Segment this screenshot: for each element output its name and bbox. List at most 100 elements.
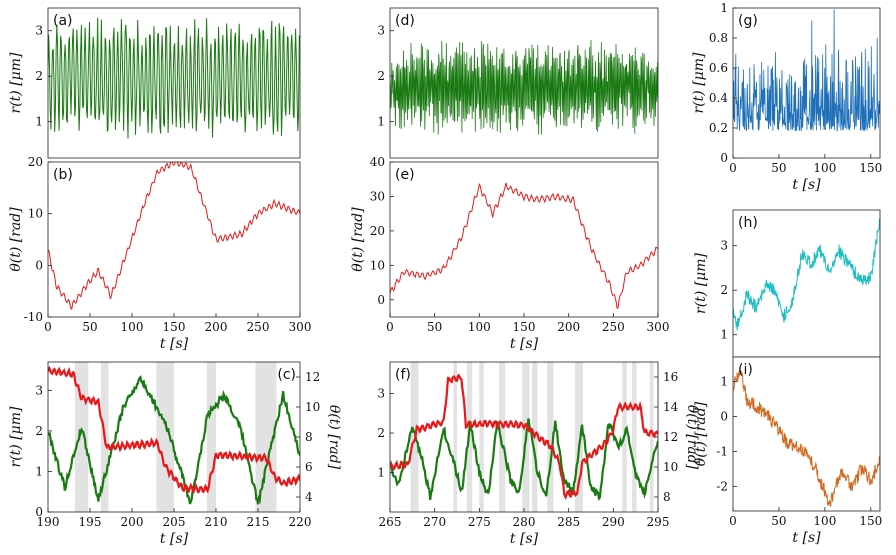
panel-label: (g) <box>738 13 758 29</box>
xtick-label: 50 <box>771 514 786 528</box>
xaxis-label: t [s] <box>792 177 821 193</box>
xtick-label: 200 <box>557 320 580 334</box>
series-line-t <box>390 373 658 500</box>
panel-label: (f) <box>395 367 411 383</box>
xtick-label: 150 <box>859 161 882 175</box>
ytick-label: 1 <box>720 328 728 342</box>
ytick-label: 0.4 <box>709 91 728 105</box>
ytick-label: -1 <box>716 445 728 459</box>
xtick-label: 150 <box>163 320 186 334</box>
xtick-label: 285 <box>557 515 580 529</box>
shaded-interval <box>255 362 277 512</box>
xtick-label: 265 <box>379 515 402 529</box>
plot-area <box>48 162 300 317</box>
series-line-rt <box>733 9 880 132</box>
xaxis-label: t [s] <box>510 531 539 547</box>
y2tick-label: 10 <box>305 400 320 414</box>
xtick-label: 270 <box>423 515 446 529</box>
xtick-label: 210 <box>205 515 228 529</box>
yaxis-label: r(t) [μm] <box>691 52 707 114</box>
axes-frame <box>389 7 659 159</box>
xtick-label: 100 <box>813 161 836 175</box>
y2tick-label: 14 <box>663 400 679 414</box>
xtick-label: 0 <box>386 320 394 334</box>
xtick-label: 300 <box>289 320 312 334</box>
xtick-label: 50 <box>771 161 786 175</box>
panel-e: 0 10 20 30 40 0 50 100 150 200 250 300 t [s] θ(t) [ra… <box>350 155 669 352</box>
ytick-label: -10 <box>24 310 43 324</box>
ytick-label: 2 <box>720 283 728 297</box>
axes-frame <box>47 7 301 159</box>
y2tick-label: 12 <box>663 430 678 444</box>
shaded-interval <box>574 362 583 512</box>
shaded-interval <box>479 362 484 512</box>
shaded-interval <box>498 362 506 512</box>
ytick-label: 1 <box>35 115 43 129</box>
xtick-label: 215 <box>247 515 270 529</box>
xtick-label: 280 <box>513 515 536 529</box>
plot-area <box>390 162 658 317</box>
series-line-rt <box>390 39 658 135</box>
ytick-label: 10 <box>370 258 385 272</box>
xtick-label: 275 <box>468 515 491 529</box>
xtick-label: 250 <box>247 320 270 334</box>
shaded-interval <box>156 362 174 512</box>
panel-label: (c) <box>277 367 296 383</box>
ytick-label: -2 <box>716 480 728 494</box>
ytick-label: 2 <box>35 69 43 83</box>
panel-a: 1 2 3 r(t) [μm] (a) <box>8 7 301 159</box>
y2tick-label: 4 <box>305 490 313 504</box>
shaded-interval <box>206 362 216 512</box>
panel-label: (b) <box>53 167 73 183</box>
yaxis-label: θ(t) [rad] <box>693 401 709 466</box>
series-line-t <box>48 162 300 310</box>
y2tick-label: 6 <box>305 460 313 474</box>
ytick-label: 0 <box>35 505 43 519</box>
yaxis-label: θ(t) [rad] <box>350 207 366 272</box>
ytick-label: 2 <box>377 69 385 83</box>
ytick-label: 20 <box>28 155 43 169</box>
series-line-rt <box>48 374 300 505</box>
series-line-rt <box>733 218 880 331</box>
series-line-t <box>733 369 880 507</box>
ytick-label: 30 <box>370 189 385 203</box>
xtick-label: 250 <box>602 320 625 334</box>
xtick-label: 150 <box>859 514 882 528</box>
xtick-label: 0 <box>729 161 737 175</box>
panel-h: 1 2 3 r(t) [μm] (h) <box>693 209 881 358</box>
xtick-label: 200 <box>205 320 228 334</box>
ytick-label: 0 <box>720 410 728 424</box>
xtick-label: 0 <box>44 320 52 334</box>
shaded-interval <box>632 362 637 512</box>
ytick-label: 10 <box>28 207 43 221</box>
y2tick-label: 8 <box>305 430 313 444</box>
shaded-interval <box>649 362 654 512</box>
xtick-label: 205 <box>163 515 186 529</box>
xtick-label: 0 <box>729 514 737 528</box>
y2tick-label: 16 <box>663 370 678 384</box>
plot-area <box>733 210 880 357</box>
y2tick-label: 12 <box>305 370 320 384</box>
ytick-label: 0.6 <box>709 61 728 75</box>
xtick-label: 50 <box>427 320 442 334</box>
ytick-label: 3 <box>35 24 43 38</box>
xtick-label: 295 <box>647 515 670 529</box>
xtick-label: 100 <box>813 514 836 528</box>
xtick-label: 150 <box>513 320 536 334</box>
ytick-label: 0 <box>720 151 728 165</box>
xtick-label: 190 <box>37 515 60 529</box>
yaxis-label: r(t) [μm] <box>8 52 24 114</box>
ytick-label: 1 <box>35 464 43 478</box>
ytick-label: 0 <box>35 258 43 272</box>
xtick-label: 50 <box>82 320 97 334</box>
y2tick-label: 10 <box>663 460 678 474</box>
series-line-t <box>390 182 658 310</box>
panel-label: (e) <box>395 167 415 183</box>
ytick-label: 3 <box>720 239 728 253</box>
panel-i: -2 -1 0 1 0 50 100 150 t [s] θ(t) [rad] (i) <box>693 356 882 546</box>
yaxis-label: θ(t) [rad] <box>8 207 24 272</box>
panel-g: 0 0.2 0.4 0.6 0.8 1 0 50 100 150 t [s] r(t) [μm] (g) <box>691 1 882 193</box>
